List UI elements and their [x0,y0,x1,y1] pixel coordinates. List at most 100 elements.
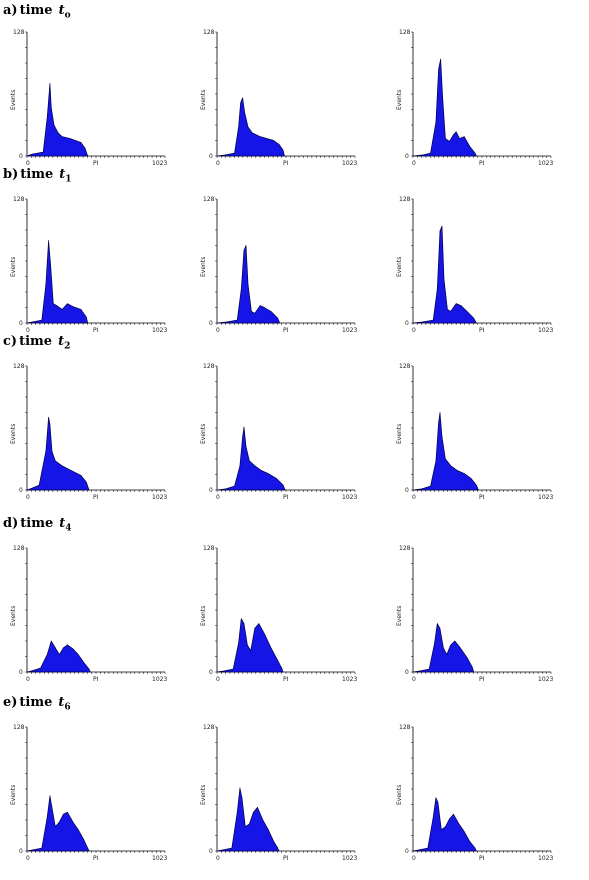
histogram-point [50,640,52,642]
histogram-point [244,112,245,113]
histogram-point [422,154,423,156]
histogram-point [249,823,250,825]
histogram-svg: 128 00 1023 PI Events [10,363,167,501]
y-tick-label-zero: 0 [19,669,23,676]
y-axis-label: Events [200,424,207,444]
histogram-svg: 128 00 1023 PI Events [396,363,553,501]
histogram-point [59,654,60,655]
histogram-panel: 128 0 0 1023 PI Events [386,354,576,504]
x-tick-label-max: 1023 [152,494,167,501]
row-time: time [19,334,53,349]
histogram-point [67,811,68,813]
histogram-point [476,484,477,486]
histogram-svg: 128 00 1023 PI Events [10,29,167,167]
x-axis-label: PI [283,494,289,501]
histogram-area [216,426,286,491]
histogram-point [46,116,48,118]
histogram-svg: 128 00 1023 PI Events [396,545,553,683]
histogram-point [276,478,277,479]
histogram-panel: 128 0 0 1023 PI Events [0,536,190,686]
histogram-point [474,847,476,849]
x-axis-label: PI [93,327,99,334]
histogram-point [245,245,247,246]
x-axis-label: PI [283,855,289,862]
histogram-point [87,847,88,849]
histogram-point [238,642,239,644]
row-label-e: e) time t6 [3,695,71,713]
histogram-point [236,811,238,813]
histogram-panel: 128 0 0 1023 PI Events [386,20,576,170]
histogram-point [473,317,474,319]
row-letter: b) [3,167,19,182]
histogram-point [460,305,462,306]
x-tick-label-zero: 0 [26,160,30,167]
histogram-point [282,671,284,673]
histogram-point [241,797,243,799]
histogram-point [243,426,245,428]
histogram-point [239,465,241,467]
histogram-point [30,670,32,672]
histogram-point [38,484,40,486]
histogram-area [216,787,280,852]
y-tick-label-top: 128 [399,196,411,203]
histogram-point [466,657,468,658]
histogram-point [412,155,414,157]
x-tick-label-max: 1023 [342,855,357,862]
histogram-point [56,305,57,306]
histogram-point [224,488,226,490]
y-tick-label-top: 128 [203,545,215,552]
x-tick-label-max: 1023 [538,160,553,167]
y-axis-label: Events [10,606,17,626]
histogram-point [86,481,87,483]
y-axis-label: Events [396,424,403,444]
histogram-point [253,811,254,813]
y-tick-label-zero: 0 [19,153,23,160]
histogram-point [441,829,442,830]
histogram-point [72,648,74,650]
row-sub: 6 [64,702,71,713]
histogram-area [26,640,91,673]
histogram-point [216,489,218,491]
y-tick-label-zero: 0 [209,153,213,160]
histogram-point [216,850,218,852]
histogram-point [458,823,460,825]
histogram-point [236,319,238,321]
histogram-point [432,319,434,321]
histogram-point [476,155,477,157]
histogram-point [262,819,264,821]
y-tick-label-top: 128 [399,363,411,370]
histogram-panel: 128 0 0 1023 PI Events [386,715,576,865]
histogram-panel: 128 0 0 1023 PI Events [0,354,190,504]
x-tick-label-max: 1023 [152,676,167,683]
y-tick-label-zero: 0 [19,487,23,494]
histogram-point [263,632,265,634]
y-axis-label: Events [10,257,17,277]
histogram-panel: 128 0 0 1023 PI Events [0,715,190,865]
x-tick-label-max: 1023 [342,494,357,501]
histogram-point [459,138,460,139]
histogram-area [26,82,89,157]
histogram-point [49,83,51,84]
row-t: t [58,334,65,349]
histogram-point [434,642,435,644]
histogram-point [55,460,56,462]
histogram-panel: 128 0 0 1023 PI Events [190,20,380,170]
histogram-point [454,640,456,642]
histogram-point [45,283,47,285]
y-tick-label-zero: 0 [405,153,409,160]
y-axis-label: Events [396,785,403,805]
histogram-point [53,303,54,304]
histogram-point [232,668,234,670]
histogram-point [243,623,245,624]
histogram-point [29,488,31,490]
y-tick-label-top: 128 [13,545,25,552]
histogram-point [419,670,421,672]
y-tick-label-zero: 0 [405,669,409,676]
x-tick-label-zero: 0 [216,160,220,167]
histogram-point [270,311,272,312]
histogram-point [88,668,90,670]
histogram-point [251,132,253,134]
x-tick-label-max: 1023 [342,160,357,167]
histogram-point [216,322,218,324]
histogram-point [41,847,43,849]
